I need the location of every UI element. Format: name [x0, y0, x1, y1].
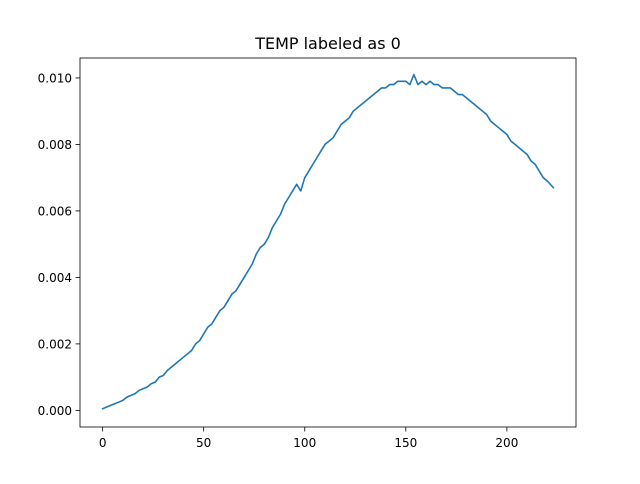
x-tick-label-3: 150: [394, 436, 417, 450]
x-tick-label-1: 50: [196, 436, 211, 450]
y-tick-label-4: 0.008: [38, 138, 72, 152]
y-tick-label-0: 0.000: [38, 404, 72, 418]
x-tick-label-4: 200: [495, 436, 518, 450]
x-tick-label-2: 100: [293, 436, 316, 450]
axes-frame: [79, 57, 577, 428]
x-tick-label-0: 0: [99, 436, 107, 450]
chart-title: TEMP labeled as 0: [254, 34, 401, 53]
plot-area: [101, 73, 555, 410]
axes: 0 50 100 150 200 0.000 0.002 0.004 0.006 0.008 0.0…: [38, 57, 577, 450]
y-tick-label-3: 0.006: [38, 204, 72, 218]
series-line-0: [101, 73, 555, 410]
y-tick-label-5: 0.010: [38, 71, 72, 85]
y-tick-label-2: 0.004: [38, 271, 72, 285]
y-tick-label-1: 0.002: [38, 337, 72, 351]
